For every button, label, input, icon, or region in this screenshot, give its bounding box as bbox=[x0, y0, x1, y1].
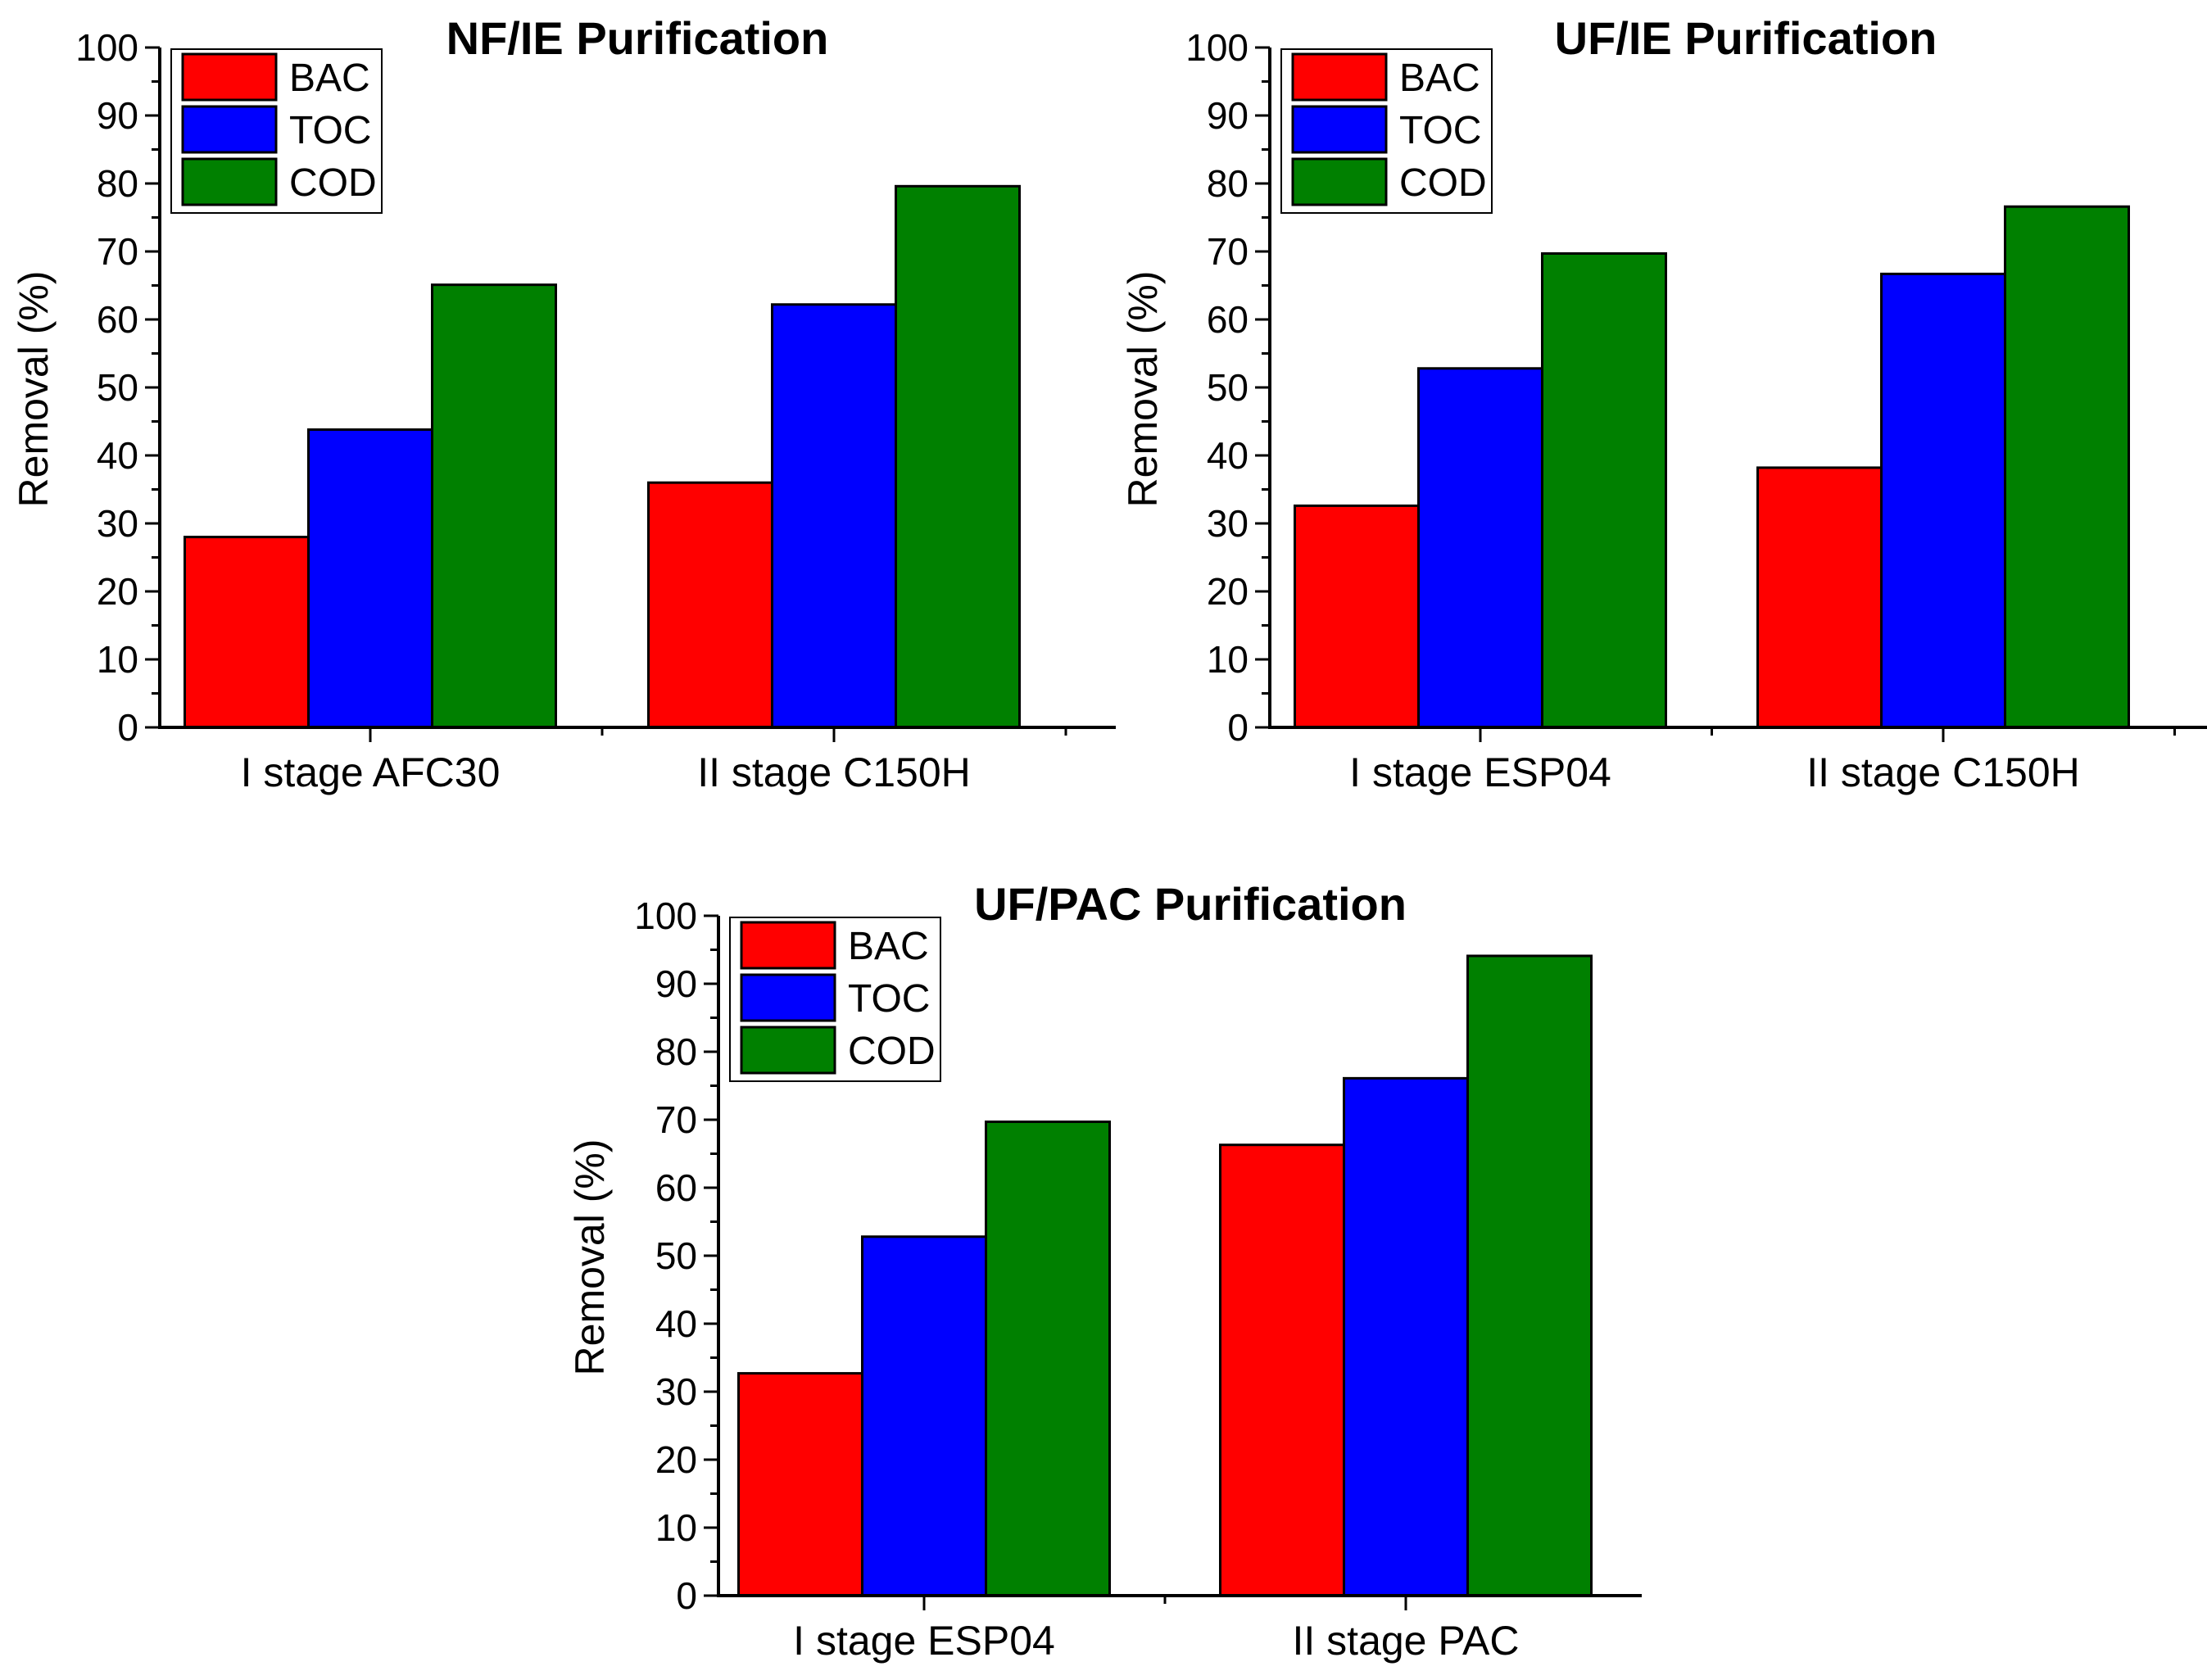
bar-toc-1 bbox=[861, 1235, 987, 1597]
y-axis-label: Removal (%) bbox=[567, 1139, 613, 1376]
y-tick-label: 20 bbox=[97, 570, 138, 613]
legend-swatch-toc bbox=[1291, 105, 1388, 154]
y-tick-label: 50 bbox=[1207, 366, 1249, 409]
bar-toc-1 bbox=[307, 428, 433, 729]
y-tick-label: 90 bbox=[97, 94, 138, 137]
y-tick-label: 80 bbox=[655, 1030, 697, 1073]
y-tick-label: 30 bbox=[655, 1370, 697, 1413]
bar-bac-2 bbox=[1756, 466, 1883, 729]
legend-swatch-cod bbox=[1291, 157, 1388, 206]
chart-title: UF/IE Purification bbox=[1555, 12, 1937, 64]
legend-swatch-toc bbox=[740, 973, 836, 1022]
y-tick-label: 0 bbox=[676, 1574, 697, 1617]
legend-label-toc: TOC bbox=[1399, 109, 1481, 152]
y-tick-label: 40 bbox=[97, 434, 138, 477]
bar-bac-1 bbox=[184, 536, 310, 729]
y-tick-label: 90 bbox=[1207, 94, 1249, 137]
legend-swatch-toc bbox=[181, 105, 278, 154]
chart-nf-ie-purification: NF/IE Purification Removal (%) 0 10 20 30 40… bbox=[11, 12, 1116, 795]
legend-swatch-cod bbox=[181, 157, 278, 206]
y-tick-label: 40 bbox=[1207, 434, 1249, 477]
legend-label-bac: BAC bbox=[289, 57, 370, 100]
y-tick-label: 50 bbox=[97, 366, 138, 409]
x-category-label: I stage ESP04 bbox=[793, 1618, 1055, 1664]
bar-cod-2 bbox=[2004, 205, 2130, 729]
y-tick-label: 90 bbox=[655, 962, 697, 1005]
x-category-label: II stage C150H bbox=[697, 749, 971, 795]
y-tick-label: 10 bbox=[97, 638, 138, 681]
y-tick-label: 30 bbox=[1207, 502, 1249, 545]
x-category-label: II stage PAC bbox=[1293, 1618, 1520, 1664]
y-tick-label: 100 bbox=[634, 894, 697, 937]
chart-uf-pac-purification: UF/PAC Purification Removal (%) 0 10 20 30 4… bbox=[567, 878, 1642, 1664]
bar-cod-1 bbox=[431, 283, 557, 729]
y-tick-label: 10 bbox=[655, 1506, 697, 1549]
y-tick-label: 20 bbox=[655, 1438, 697, 1481]
y-tick-label: 0 bbox=[1227, 706, 1249, 749]
x-category-label: I stage ESP04 bbox=[1349, 749, 1611, 795]
y-tick-label: 60 bbox=[97, 298, 138, 341]
y-tick-label: 80 bbox=[97, 162, 138, 205]
chart-title: UF/PAC Purification bbox=[974, 878, 1407, 930]
bar-toc-1 bbox=[1417, 367, 1543, 729]
legend-label-bac: BAC bbox=[848, 925, 929, 968]
legend-label-cod: COD bbox=[289, 161, 377, 205]
x-category-label: I stage AFC30 bbox=[241, 749, 501, 795]
bar-bac-2 bbox=[1219, 1143, 1345, 1597]
bar-cod-2 bbox=[1466, 954, 1593, 1597]
bar-bac-1 bbox=[1294, 504, 1420, 729]
legend-swatch-bac bbox=[1291, 52, 1388, 102]
bar-toc-2 bbox=[1343, 1076, 1469, 1597]
bar-cod-2 bbox=[895, 184, 1021, 729]
y-tick-label: 70 bbox=[1207, 230, 1249, 273]
legend-swatch-bac bbox=[740, 921, 836, 970]
y-tick-label: 80 bbox=[1207, 162, 1249, 205]
bar-toc-2 bbox=[771, 303, 897, 729]
y-tick-label: 60 bbox=[1207, 298, 1249, 341]
bar-cod-1 bbox=[1541, 251, 1667, 729]
y-tick-label: 20 bbox=[1207, 570, 1249, 613]
legend-label-toc: TOC bbox=[848, 977, 930, 1021]
y-tick-label: 100 bbox=[75, 26, 138, 69]
y-axis-label: Removal (%) bbox=[11, 271, 57, 508]
y-tick-label: 30 bbox=[97, 502, 138, 545]
bar-toc-2 bbox=[1880, 272, 2006, 729]
legend-label-bac: BAC bbox=[1399, 57, 1480, 100]
bar-bac-2 bbox=[647, 481, 773, 729]
legend-label-cod: COD bbox=[1399, 161, 1487, 205]
y-tick-label: 60 bbox=[655, 1166, 697, 1209]
y-tick-label: 10 bbox=[1207, 638, 1249, 681]
x-category-label: II stage C150H bbox=[1806, 749, 2080, 795]
legend-swatch-cod bbox=[740, 1026, 836, 1075]
legend-label-toc: TOC bbox=[289, 109, 371, 152]
y-tick-label: 50 bbox=[655, 1234, 697, 1277]
legend-swatch-bac bbox=[181, 52, 278, 102]
legend-label-cod: COD bbox=[848, 1030, 936, 1073]
chart-title: NF/IE Purification bbox=[446, 12, 829, 64]
bar-bac-1 bbox=[737, 1372, 863, 1597]
y-tick-label: 40 bbox=[655, 1302, 697, 1345]
y-axis-label: Removal (%) bbox=[1120, 271, 1166, 508]
chart-uf-ie-purification: UF/IE Purification Removal (%) 0 10 20 30 40… bbox=[1120, 12, 2207, 795]
y-tick-label: 70 bbox=[655, 1098, 697, 1141]
y-tick-label: 0 bbox=[117, 706, 138, 749]
y-tick-label: 100 bbox=[1185, 26, 1249, 69]
y-tick-label: 70 bbox=[97, 230, 138, 273]
bar-cod-1 bbox=[985, 1120, 1111, 1597]
